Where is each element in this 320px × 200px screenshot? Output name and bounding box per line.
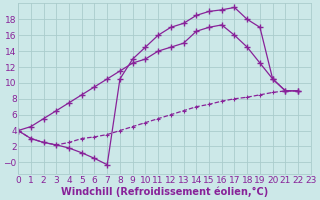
X-axis label: Windchill (Refroidissement éolien,°C): Windchill (Refroidissement éolien,°C) <box>61 186 268 197</box>
